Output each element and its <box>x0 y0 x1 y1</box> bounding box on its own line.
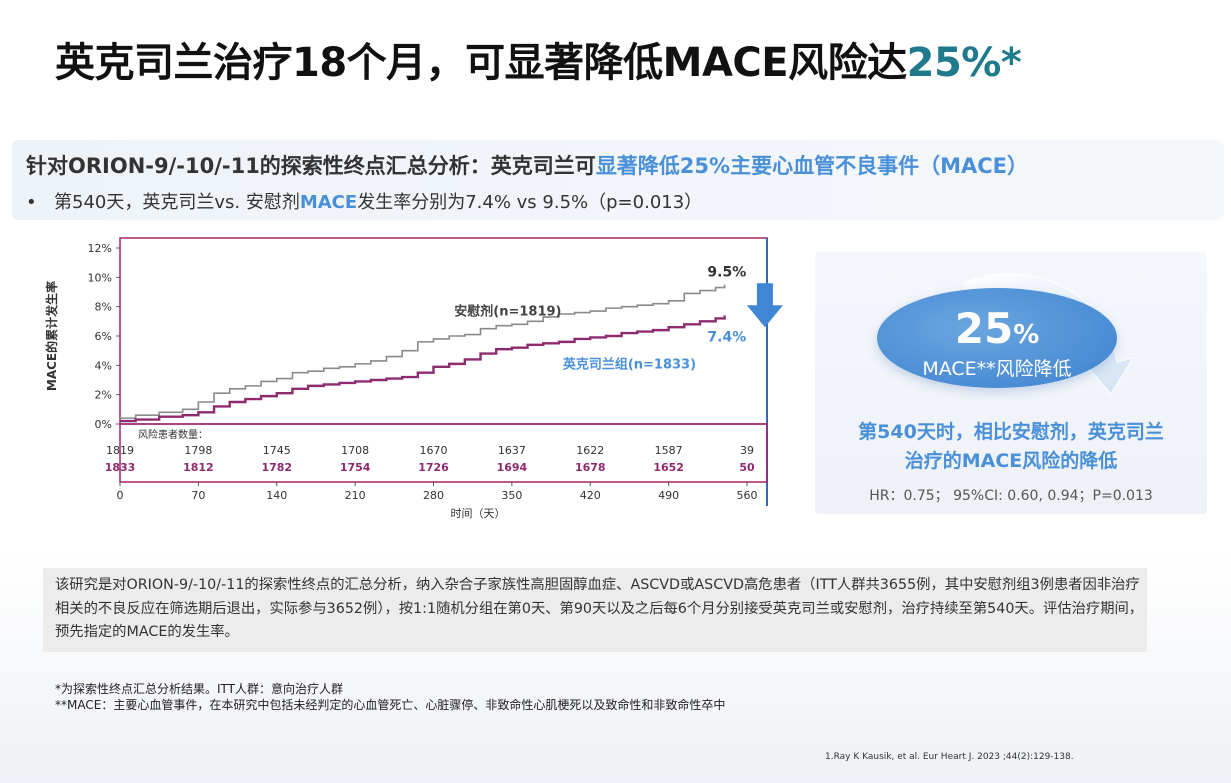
study-description-box: 该研究是对ORION-9/-10/-11的探索性终点的汇总分析，纳入杂合子家族性… <box>43 568 1147 652</box>
y-tick-label: 12% <box>88 242 112 255</box>
risk-table-placebo-cell: 1819 <box>106 444 134 457</box>
x-tick-label: 420 <box>580 489 601 502</box>
risk-table-inclisiran-cell: 1782 <box>261 461 292 474</box>
y-tick-label: 4% <box>95 359 112 372</box>
x-tick-label: 70 <box>191 489 205 502</box>
placebo-series-line <box>120 284 726 419</box>
study-description-text: 该研究是对ORION-9/-10/-11的探索性终点的汇总分析，纳入杂合子家族性… <box>55 577 1144 640</box>
conclusion-text: 第540天时，相比安慰剂，英克司兰 治疗的MACE风险的降低 <box>858 421 1164 472</box>
inclisiran-legend-label: 英克司兰组(n=1833) <box>562 356 696 372</box>
inclisiran-series-line <box>120 315 726 423</box>
placebo-end-value: 9.5% <box>707 265 746 281</box>
y-tick-label: 2% <box>95 389 112 402</box>
bullet-highlight: MACE <box>299 192 358 213</box>
y-tick-label: 10% <box>88 271 112 284</box>
reference-citation: 1.Ray K Kausik, et al. Eur Heart J. 2023… <box>825 752 1074 762</box>
x-tick-label: 140 <box>266 489 287 502</box>
hazard-ratio-stats: HR：0.75； 95%CI: 0.60, 0.94；P=0.013 <box>869 488 1153 504</box>
risk-table-inclisiran-cell: 1652 <box>653 461 684 474</box>
y-tick-label: 0% <box>95 418 112 431</box>
y-axis-title: MACE的累计发生率 <box>44 281 59 391</box>
x-tick-label: 280 <box>423 489 444 502</box>
bullet-dot: • <box>26 192 37 213</box>
subtitle-highlight: 显著降低25%主要心血管不良事件（MACE） <box>595 154 1028 178</box>
x-tick-label: 350 <box>501 489 522 502</box>
footnote-2: **MACE：主要心血管事件，在本研究中包括未经判定的心血管死亡、心脏骤停、非致… <box>55 698 726 712</box>
title-highlight: 25%* <box>906 40 1022 86</box>
x-tick-label: 490 <box>658 489 679 502</box>
risk-reduction-value: 25 <box>954 304 1014 353</box>
y-tick-label: 8% <box>95 301 112 314</box>
footnote-1: *为探索性终点汇总分析结果。ITT人群：意向治疗人群 <box>55 682 343 696</box>
chart-panel: 0% 2% 4% 6% 8% 10% 12% 0 70 140 210 280 350 420 490 560… <box>12 234 802 526</box>
risk-reduction-unit: % <box>1013 320 1040 350</box>
inclisiran-end-value: 7.4% <box>707 329 746 345</box>
down-arrow-icon <box>746 283 783 328</box>
risk-table-inclisiran-cell: 1694 <box>497 461 528 474</box>
x-tick-label: 0 <box>117 489 124 502</box>
risk-table-placebo-cell: 1708 <box>341 444 369 457</box>
risk-table-placebo-cell: 1587 <box>655 444 683 457</box>
risk-table-inclisiran-cell: 1812 <box>183 461 214 474</box>
kaplan-meier-chart: 0% 2% 4% 6% 8% 10% 12% 0 70 140 210 280 350 420 490 560… <box>44 237 783 520</box>
summary-header: 针对ORION-9/-10/-11的探索性终点汇总分析：英克司兰可显著降低25%… <box>12 140 1224 220</box>
placebo-legend-label: 安慰剂(n=1819) <box>454 303 561 319</box>
risk-reduction-badge: 25% MACE**风险降低 <box>877 288 1117 388</box>
risk-table-placebo-cell: 1745 <box>263 444 291 457</box>
risk-table-placebo-cell: 1622 <box>576 444 604 457</box>
risk-table-placebo-cell: 1637 <box>498 444 526 457</box>
x-axis-title: 时间（天） <box>451 507 506 520</box>
risk-reduction-panel: 25% MACE**风险降低 第540天时，相比安慰剂，英克司兰 治疗的MACE风… <box>815 252 1207 514</box>
x-tick-label: 560 <box>737 489 758 502</box>
risk-table-inclisiran-cell: 1726 <box>418 461 449 474</box>
x-tick-label: 210 <box>345 489 366 502</box>
risk-table-inclisiran-cell: 50 <box>739 461 755 474</box>
risk-table-placebo-cell: 1670 <box>420 444 448 457</box>
risk-table-placebo-cell: 1798 <box>184 444 212 457</box>
risk-table-inclisiran-cell: 1833 <box>105 461 136 474</box>
plot-frame <box>119 237 768 425</box>
risk-table-placebo-cell: 39 <box>740 444 754 457</box>
risk-table-inclisiran-cell: 1678 <box>575 461 606 474</box>
key-result-bullet: • 第540天，英克司兰vs. 安慰剂MACE发生率分别为7.4% vs 9.5%… <box>26 192 703 213</box>
section-subtitle: 针对ORION-9/-10/-11的探索性终点汇总分析：英克司兰可显著降低25%… <box>26 154 1028 178</box>
page-title: 英克司兰治疗18个月，可显著降低MACE风险达25%* <box>55 40 1022 86</box>
y-tick-label: 6% <box>95 330 112 343</box>
risk-reduction-label: MACE**风险降低 <box>922 358 1072 380</box>
risk-table-frame <box>119 423 768 483</box>
risk-table-title: 风险患者数量： <box>138 428 208 441</box>
risk-table-inclisiran-cell: 1754 <box>340 461 371 474</box>
